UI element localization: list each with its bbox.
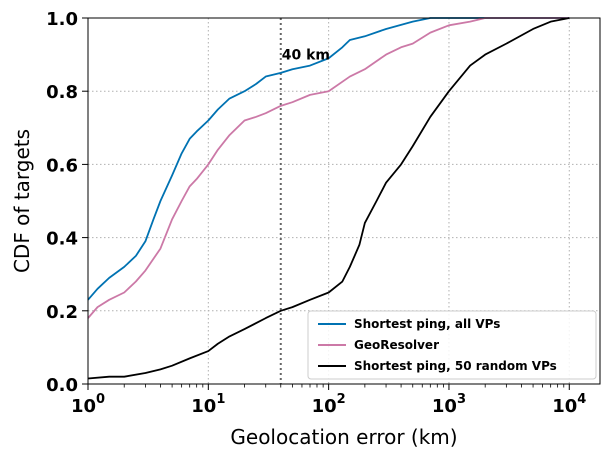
legend-label: GeoResolver bbox=[354, 338, 439, 352]
x-tick-label: 101 bbox=[191, 392, 225, 417]
x-tick-label: 103 bbox=[432, 392, 466, 417]
x-axis-title: Geolocation error (km) bbox=[230, 425, 457, 449]
x-tick-label: 100 bbox=[71, 392, 105, 417]
annotation-label: 40 km bbox=[282, 48, 330, 64]
y-tick-label: 0.6 bbox=[46, 155, 78, 176]
x-tick-label: 104 bbox=[552, 392, 586, 417]
y-tick-label: 0.4 bbox=[46, 229, 78, 250]
legend-label: Shortest ping, 50 random VPs bbox=[354, 359, 557, 373]
x-tick-label: 102 bbox=[312, 392, 346, 417]
series-line-2 bbox=[87, 17, 570, 319]
series-line-1 bbox=[87, 17, 570, 301]
y-tick-label: 0.2 bbox=[46, 302, 78, 323]
y-axis-title: CDF of targets bbox=[10, 129, 34, 273]
legend-label: Shortest ping, all VPs bbox=[354, 317, 500, 331]
y-tick-label: 0.8 bbox=[46, 82, 78, 103]
legend-box bbox=[307, 310, 597, 380]
series-line-3 bbox=[87, 17, 570, 380]
y-tick-label: 1.0 bbox=[46, 9, 78, 30]
axis-ticks: 100 101 102 103 104 0.0 0.2 0.4 0.6 0.8 1.0 bbox=[46, 9, 586, 417]
series-group bbox=[87, 17, 570, 380]
y-tick-label: 0.0 bbox=[46, 375, 78, 396]
plot-frame bbox=[87, 17, 601, 385]
legend: Shortest ping, all VPs GeoResolver Shortes… bbox=[307, 310, 597, 380]
